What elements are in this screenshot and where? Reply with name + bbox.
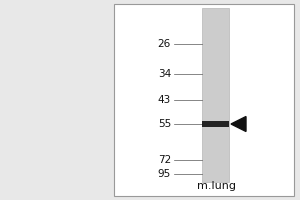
Bar bbox=[202, 121, 230, 127]
Text: 43: 43 bbox=[158, 95, 171, 105]
Text: m.lung: m.lung bbox=[196, 181, 236, 191]
Bar bbox=[202, 8, 230, 182]
Text: 55: 55 bbox=[158, 119, 171, 129]
Polygon shape bbox=[231, 116, 246, 132]
Text: 95: 95 bbox=[158, 169, 171, 179]
Bar bbox=[114, 4, 294, 196]
Text: 34: 34 bbox=[158, 69, 171, 79]
Text: 26: 26 bbox=[158, 39, 171, 49]
Text: 72: 72 bbox=[158, 155, 171, 165]
